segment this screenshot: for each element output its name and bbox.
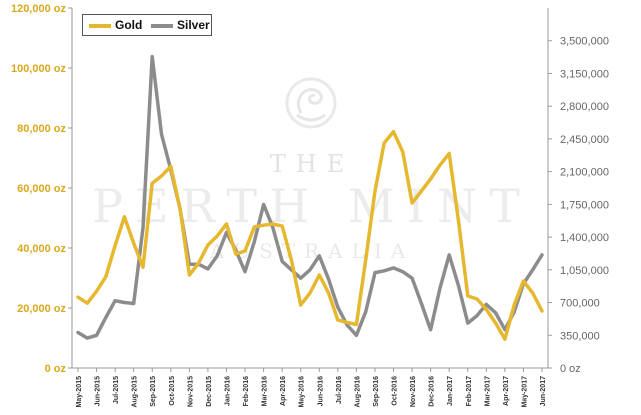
x-tick-label: Sep-2015 <box>150 376 157 407</box>
series-silver-line <box>76 54 544 340</box>
x-tick-label: Nov-2015 <box>187 376 194 407</box>
left-tick-label: 60,000 oz <box>17 183 66 195</box>
right-tick-label: 1,750,000 <box>560 199 609 211</box>
x-tick-label: Aug-2015 <box>132 376 139 408</box>
x-tick-label: Feb-2016 <box>243 376 250 406</box>
left-tick-label: 20,000 oz <box>17 303 66 315</box>
x-tick-label: Aug-2016 <box>354 376 361 408</box>
right-tick-label: 700,000 <box>560 298 600 310</box>
legend-silver-swatch <box>151 24 173 28</box>
right-tick-label: 350,000 <box>560 330 600 342</box>
left-tick-label: 0 oz <box>45 363 67 375</box>
x-tick-label: Mar-2017 <box>484 376 491 406</box>
x-tick-label: Jun-2016 <box>317 376 324 406</box>
x-tick-label: Apr-2016 <box>280 376 287 406</box>
x-tick-label: Nov-2016 <box>410 376 417 407</box>
x-tick-label: Oct-2016 <box>392 376 399 406</box>
right-tick-label: 2,450,000 <box>560 134 609 146</box>
x-tick-label: May-2015 <box>76 376 83 408</box>
x-tick-label: Apr-2017 <box>503 376 510 406</box>
legend-gold-label: Gold <box>115 18 143 32</box>
legend-silver-label: Silver <box>177 18 210 32</box>
right-tick-label: 0 oz <box>560 363 581 375</box>
right-tick-label: 3,150,000 <box>560 68 609 80</box>
left-tick-label: 40,000 oz <box>17 243 66 255</box>
right-tick-label: 1,050,000 <box>560 265 609 277</box>
legend-gold-swatch <box>89 24 111 28</box>
x-tick-label: Dec-2015 <box>206 376 213 407</box>
right-tick-label: 1,400,000 <box>560 232 609 244</box>
x-tick-label: Dec-2016 <box>429 376 436 407</box>
x-tick-label: Jul-2015 <box>113 376 120 404</box>
right-tick-label: 3,500,000 <box>560 36 609 48</box>
x-tick-label: May-2016 <box>299 376 306 408</box>
left-tick-label: 120,000 oz <box>11 3 67 15</box>
x-tick-label: Sep-2016 <box>373 376 380 407</box>
swan-icon <box>285 77 337 129</box>
x-tick-label: Jun-2017 <box>540 376 547 406</box>
left-tick-label: 100,000 oz <box>11 63 67 75</box>
x-tick-label: Oct-2015 <box>169 376 176 406</box>
x-tick-label: Feb-2017 <box>466 376 473 406</box>
x-tick-label: Jan-2017 <box>447 376 454 406</box>
x-tick-label: Mar-2016 <box>262 376 269 406</box>
x-tick-label: Jan-2016 <box>224 376 231 406</box>
right-tick-label: 2,800,000 <box>560 101 609 113</box>
series-gold-line <box>76 129 544 341</box>
watermark-line1: THE <box>270 150 354 178</box>
x-tick-label: Jun-2015 <box>95 376 102 406</box>
legend: Gold Silver <box>82 14 212 36</box>
left-tick-label: 80,000 oz <box>17 123 66 135</box>
x-tick-label: May-2017 <box>521 376 528 408</box>
right-tick-label: 2,100,000 <box>560 167 609 179</box>
watermark-line2: PERTH MINT <box>92 179 532 233</box>
x-tick-label: Jul-2016 <box>336 376 343 404</box>
